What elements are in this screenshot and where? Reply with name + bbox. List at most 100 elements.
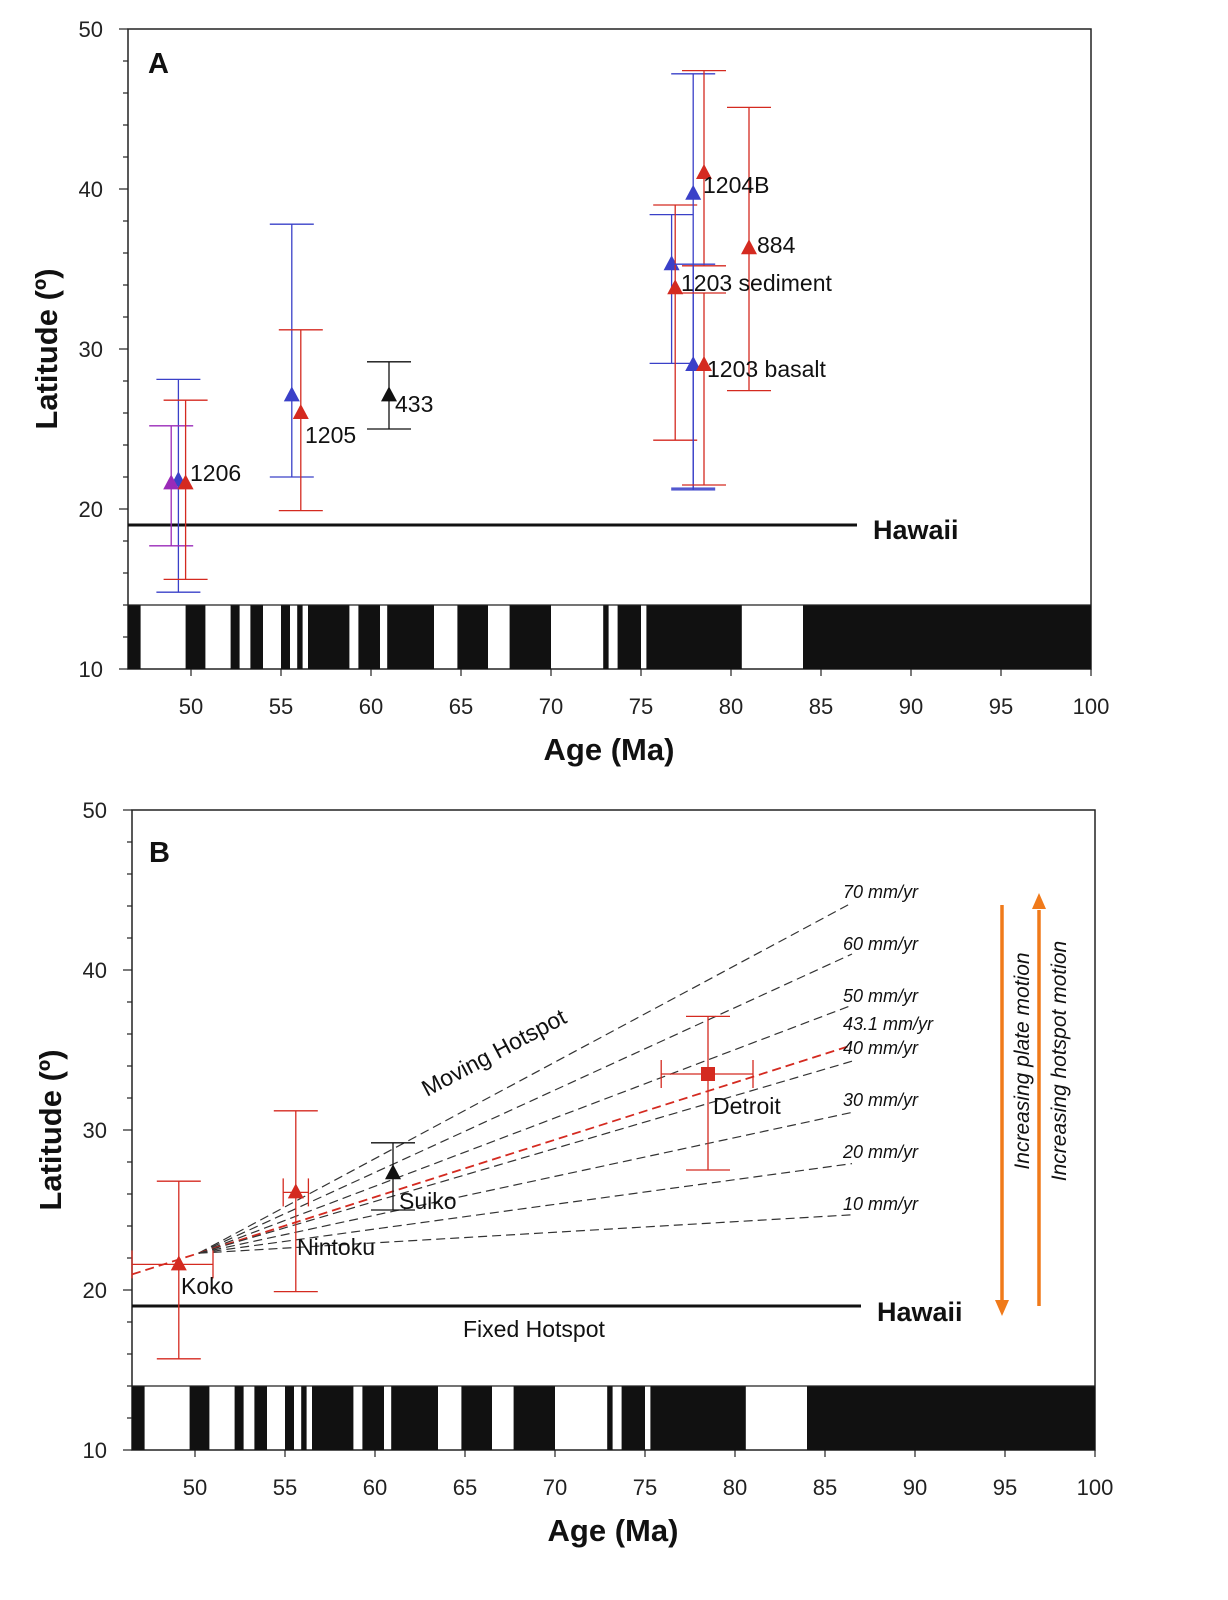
data-point-label: 1204B	[703, 172, 770, 198]
data-point-label: 433	[395, 391, 433, 417]
data-point-label: 1203 basalt	[707, 356, 827, 382]
hotspot-motion-arrowhead	[1032, 893, 1046, 909]
panel-b-polarity-bar	[301, 1386, 307, 1450]
panel-b-polarity-gap	[307, 1386, 312, 1450]
data-point-triangle	[163, 474, 180, 490]
panel-b-y-tick-label: 30	[83, 1118, 107, 1143]
panel-a-y-tick-label: 10	[79, 657, 103, 682]
panel-b-y-axis-title: Latitude (º)	[33, 1049, 68, 1210]
panel-b-hotspot-motion-label: Increasing hotspot motion	[1048, 941, 1071, 1181]
panel-a-x-axis-title: Age (Ma)	[544, 732, 675, 767]
panel-b-polarity-gap	[244, 1386, 255, 1450]
rate-line	[198, 902, 853, 1254]
data-point-triangle	[696, 356, 712, 371]
panel-a-hawaii-label: Hawaii	[873, 515, 959, 545]
data-point-square	[701, 1067, 715, 1081]
panel-b-letter: B	[149, 837, 170, 869]
panel-a-polarity-bar	[803, 605, 1091, 669]
panel-a-polarity-gap	[551, 605, 603, 669]
panel-a-polarity-gap	[434, 605, 457, 669]
panel-a-polarity-bar	[308, 605, 350, 669]
data-point-label: Suiko	[399, 1188, 457, 1214]
data-point-triangle	[170, 1255, 187, 1271]
panel-a-polarity-gap	[141, 605, 186, 669]
panel-a-polarity-gap	[488, 605, 510, 669]
panel-a-x-tick-label: 85	[809, 694, 833, 719]
panel-b-polarity-gap	[209, 1386, 234, 1450]
panel-b-polarity-gap	[746, 1386, 807, 1450]
rate-line	[198, 1060, 853, 1254]
panel-a-y-axis-title: Latitude (º)	[29, 268, 64, 429]
panel-b-polarity-bar	[650, 1386, 746, 1450]
panel-a-polarity-bar	[509, 605, 551, 669]
panel-b-polarity-bar	[362, 1386, 384, 1450]
panel-b-polarity-bar	[234, 1386, 244, 1450]
panel-a-x-tick-label: 65	[449, 694, 473, 719]
panel-a-polarity-gap	[303, 605, 308, 669]
data-point-triangle	[287, 1183, 304, 1199]
panel-b-polarity-bar	[513, 1386, 555, 1450]
panel-b-polarity-bar	[461, 1386, 492, 1450]
data-point-label: 1205	[305, 422, 356, 448]
rate-label: 20 mm/yr	[842, 1142, 919, 1162]
panel-b-moving-hotspot-label: Moving Hotspot	[417, 1003, 571, 1101]
panel-a-polarity-gap	[290, 605, 297, 669]
panel-a-polarity-bar	[185, 605, 206, 669]
data-point-label: Koko	[181, 1273, 233, 1299]
rate-line	[198, 1111, 853, 1254]
data-point-triangle	[696, 164, 712, 179]
panel-a-polarity-gap	[263, 605, 281, 669]
panel-b-y-tick-label: 20	[83, 1278, 107, 1303]
panel-a-marks: 10 20 30 40 50 50 55 60 65 70 75 80 85 90 95 100 1206 120…	[79, 17, 1110, 719]
data-point-triangle	[381, 386, 397, 402]
panel-b-polarity-bar	[607, 1386, 613, 1450]
panel-b-marks: 10 20 30 40 50 50 55 60 65 70 75 80 85 90 95 100 70 mm/y…	[83, 798, 1114, 1500]
data-point-triangle	[177, 474, 194, 490]
panel-b-fixed-hotspot-label: Fixed Hotspot	[463, 1316, 606, 1342]
data-point-triangle	[685, 184, 702, 200]
panel-b-polarity-bar	[132, 1386, 145, 1450]
panel-b-x-tick-label: 80	[723, 1475, 747, 1500]
panel-a-polarity-bar	[358, 605, 380, 669]
panel-a-polarity-bar	[387, 605, 434, 669]
panel-b-x-tick-label: 60	[363, 1475, 387, 1500]
panel-b-x-axis-title: Age (Ma)	[548, 1513, 679, 1548]
panel-a-x-tick-label: 75	[629, 694, 653, 719]
rate-line	[198, 1214, 853, 1254]
data-point-label: Detroit	[713, 1093, 781, 1119]
panel-b-plot-frame	[131, 809, 1096, 1451]
rate-line	[198, 1004, 853, 1254]
panel-b-polarity-gap	[438, 1386, 461, 1450]
panel-b-polarity-gap	[555, 1386, 607, 1450]
panel-a-x-tick-label: 50	[179, 694, 203, 719]
panel-b-polarity-gap	[353, 1386, 362, 1450]
panel-b-polarity-gap	[267, 1386, 285, 1450]
panel-b-x-tick-label: 75	[633, 1475, 657, 1500]
data-point-triangle	[292, 404, 309, 419]
panel-a-polarity-bar	[646, 605, 742, 669]
panel-a-polarity-gap	[380, 605, 387, 669]
data-point-triangle	[667, 279, 684, 295]
rate-label: 10 mm/yr	[843, 1194, 919, 1214]
panel-a-y-tick-label: 40	[79, 177, 103, 202]
panel-b-polarity-gap	[613, 1386, 622, 1450]
panel-b-x-tick-label: 95	[993, 1475, 1017, 1500]
panel-b-y-tick-label: 40	[83, 958, 107, 983]
panel-a-x-tick-label: 90	[899, 694, 923, 719]
panel-a-polarity-bar	[617, 605, 641, 669]
panel-b-polarity-gap	[492, 1386, 514, 1450]
panel-b-polarity-bar	[807, 1386, 1095, 1450]
panel-b-polarity-gap	[294, 1386, 301, 1450]
rate-label: 40 mm/yr	[843, 1038, 919, 1058]
panel-a-x-tick-label: 70	[539, 694, 563, 719]
data-point-triangle	[741, 239, 757, 255]
panel-a-letter: A	[148, 48, 169, 80]
panel-a-polarity-gap	[349, 605, 358, 669]
rate-label: 70 mm/yr	[843, 882, 919, 902]
rate-label: 60 mm/yr	[843, 934, 919, 954]
panel-a-x-tick-label: 80	[719, 694, 743, 719]
panel-a-polarity-bar	[281, 605, 290, 669]
panel-b-y-tick-label: 10	[83, 1438, 107, 1463]
